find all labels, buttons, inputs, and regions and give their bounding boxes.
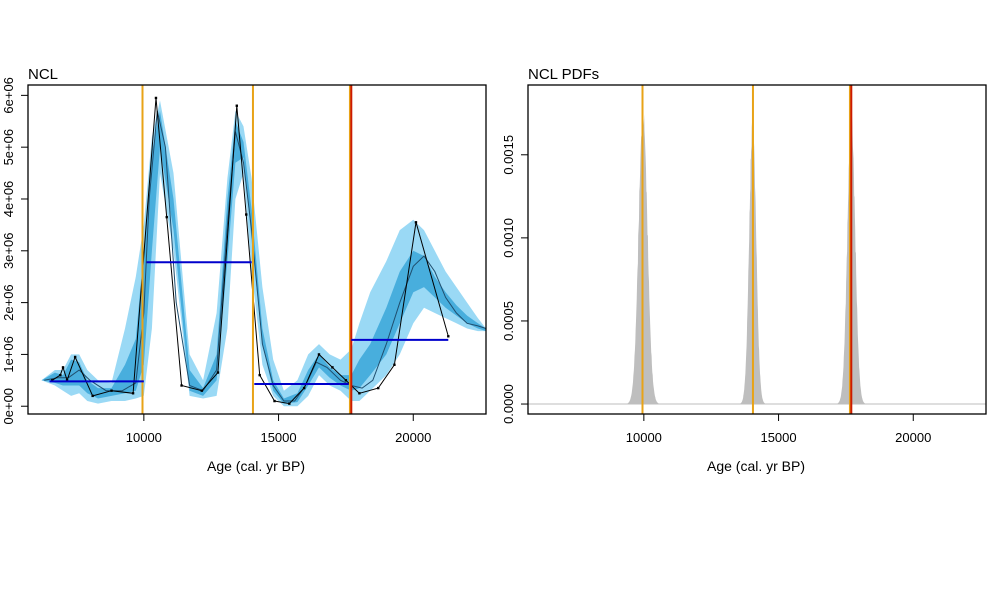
ncl-spd-point (414, 221, 418, 224)
ncl-vertical-lines (141, 85, 353, 414)
ncl-spd-point (344, 379, 348, 382)
ncl-spd-point (235, 104, 238, 107)
ncl-x-axis: 10000 15000 20000 (126, 414, 431, 445)
ncl-spd-point (91, 394, 94, 398)
ncl-spd-point (59, 373, 62, 377)
ncl-y-tick-label: 6e+06 (1, 77, 16, 114)
pdfs-x-tick-label: 15000 (760, 430, 796, 445)
pdfs-vertical-lines (641, 85, 853, 414)
ncl-spd-point (258, 373, 261, 377)
ncl-pdfs-panel-title: NCL PDFs (528, 66, 599, 83)
ncl-spd-point (245, 213, 248, 216)
pdfs-y-axis: 0.0000 0.0005 0.0010 0.0015 (501, 135, 528, 424)
ncl-spd-point (273, 399, 276, 403)
ncl-inner-band (41, 110, 486, 404)
ncl-spd-point (110, 389, 113, 392)
ncl-spd-point (180, 384, 183, 387)
ncl-y-axis: 0e+00 1e+06 2e+06 3e+06 4e+06 5e+06 6e+06 (1, 77, 28, 424)
ncl-x-tick-label: 15000 (260, 430, 296, 445)
ncl-y-tick-label: 4e+06 (1, 181, 16, 218)
ncl-horizontal-segments (49, 261, 449, 385)
pdfs-y-tick-label: 0.0005 (501, 301, 516, 341)
ncl-outer-band (41, 100, 486, 407)
ncl-spd-points (51, 96, 450, 405)
ncl-spd-point (200, 389, 203, 392)
ncl-y-tick-label: 2e+06 (1, 284, 16, 321)
ncl-spd-point (447, 335, 450, 338)
pdfs-x-axis: 10000 15000 20000 (626, 414, 931, 445)
ncl-median-line (44, 110, 487, 402)
ncl-plot-frame (27, 84, 487, 415)
ncl-spd-point (131, 392, 135, 395)
pdfs-x-tick-label: 20000 (895, 430, 931, 445)
ncl-spd-point (65, 379, 69, 382)
ncl-spd-point (154, 96, 158, 100)
ncl-x-tick-label: 10000 (126, 430, 162, 445)
ncl-spd-point (216, 371, 220, 374)
pdfs-y-tick-label: 0.0015 (501, 135, 516, 175)
ncl-panel-title: NCL (28, 66, 58, 83)
ncl-spd-point (358, 392, 361, 395)
ncl-y-tick-label: 5e+06 (1, 129, 16, 166)
ncl-spd-point (61, 366, 65, 369)
pdfs-y-tick-label: 0.0000 (501, 384, 516, 424)
ncl-spd-point (331, 366, 334, 369)
ncl-spd-point (288, 402, 291, 405)
ncl-pdfs-panel: NCL PDFs 10000 15000 20000 0.00000.00050.0… (501, 66, 987, 474)
ncl-spd-point (377, 386, 380, 390)
pdfs-x-axis-title: Age (cal. yr BP) (707, 458, 805, 474)
ncl-x-tick-label: 20000 (395, 430, 431, 445)
ncl-spd-point (165, 215, 168, 219)
ncl-spd-point (51, 379, 54, 382)
pdfs-plot-frame (527, 84, 987, 415)
ncl-x-axis-title: Age (cal. yr BP) (207, 458, 305, 474)
ncl-y-tick-label: 3e+06 (1, 233, 16, 270)
ncl-panel: NCL 10000 15000 20000 0e+00 1e+06 2e+06 3e+06… (1, 66, 487, 474)
ncl-spd-point (73, 355, 77, 359)
ncl-y-tick-label: 1e+06 (1, 336, 16, 373)
pdfs-x-tick-label: 10000 (626, 430, 662, 445)
pdfs-y-tick-label: 0.0010 (501, 218, 516, 258)
ncl-y-tick-label: 0e+00 (1, 388, 16, 425)
ncl-spd-point (317, 353, 321, 356)
ncl-spd-point (393, 363, 396, 366)
ncl-spd-point (302, 386, 306, 390)
pdf-peaks (625, 100, 867, 405)
ncl-bands (41, 100, 486, 407)
